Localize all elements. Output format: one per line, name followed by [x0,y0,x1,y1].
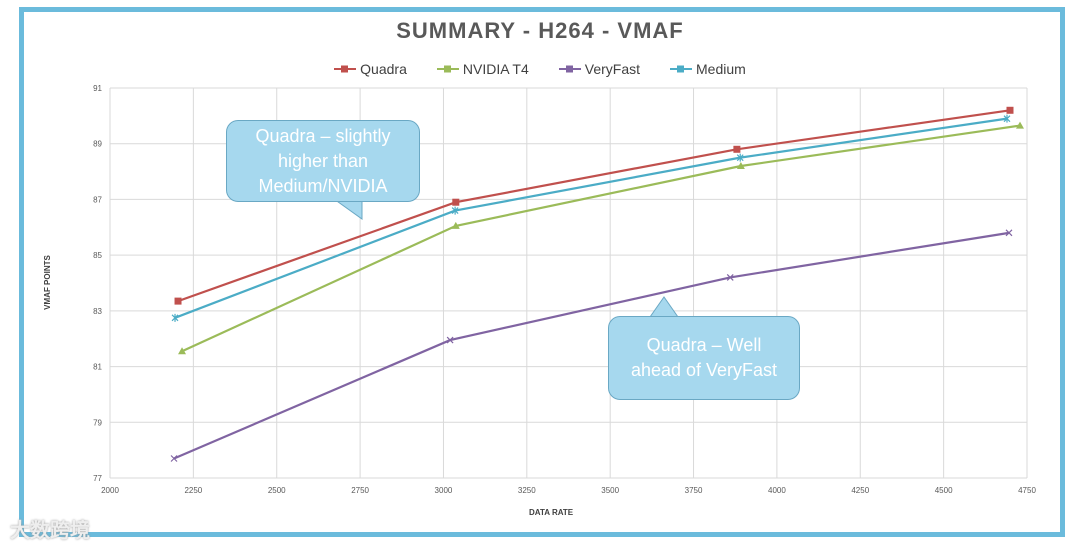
y-tick-label: 83 [93,307,102,316]
legend: Quadra NVIDIA T4 VeryFast Medium [0,61,1080,77]
data-point-quadra [1006,106,1014,114]
x-tick-label: 4750 [1018,486,1036,495]
data-point-veryfast [726,274,734,281]
x-tick-label: 3500 [601,486,619,495]
legend-marker-icon [436,65,459,73]
series-line-veryfast [173,231,1010,460]
chart-frame [19,7,1065,537]
x-tick-label: 2750 [351,486,369,495]
legend-item-nvidia-t4: NVIDIA T4 [436,61,529,77]
data-point-quadra [733,145,741,153]
legend-marker-icon [558,65,581,73]
series-line-nvidia-t4 [181,124,1021,353]
legend-label: Quadra [360,61,407,77]
x-tick-label: 4500 [935,486,953,495]
annotation-callout-veryfast: Quadra – Well ahead of VeryFast [608,316,800,400]
y-tick-label: 81 [93,363,102,372]
x-tick-label: 3000 [435,486,453,495]
annotation-text: Quadra – slightly higher than Medium/NVI… [255,125,391,196]
data-point-nvidia-t4 [1015,121,1024,129]
legend-item-quadra: Quadra [334,61,407,77]
legend-label: NVIDIA T4 [462,61,529,77]
y-tick-label: 87 [93,195,102,204]
y-axis-title: VMAF POINTS [42,255,52,310]
series-line-medium [174,117,1008,319]
x-tick-label: 2500 [268,486,286,495]
legend-marker-icon [334,65,357,73]
data-point-quadra [174,297,182,305]
legend-marker-icon [670,65,693,73]
legend-item-veryfast: VeryFast [558,61,641,77]
watermark: 大数跨境 [10,520,90,542]
callout-pointer [649,296,679,318]
chart-title: SUMMARY - H264 - VMAF [396,18,684,43]
data-point-medium [736,153,744,162]
annotation-text: Quadra – Well ahead of VeryFast [630,335,778,380]
data-point-medium [1003,114,1011,123]
x-tick-label: 4000 [768,486,786,495]
x-tick-label: 3750 [685,486,703,495]
y-tick-label: 85 [93,251,102,260]
legend-item-medium: Medium [670,61,746,77]
data-point-veryfast [170,455,178,462]
data-point-medium [451,206,459,215]
data-point-veryfast [446,336,454,344]
x-tick-label: 2000 [101,486,119,495]
legend-label: Medium [696,61,746,77]
x-tick-label: 2250 [184,486,202,495]
y-tick-label: 77 [93,474,102,483]
callout-pointer [332,198,363,220]
data-point-veryfast [1005,229,1013,237]
data-point-nvidia-t4 [178,347,187,355]
x-tick-label: 4250 [851,486,869,495]
data-point-quadra [452,198,460,206]
data-point-nvidia-t4 [451,221,460,229]
legend-label: VeryFast [584,61,641,77]
annotation-callout-medium-nvidia: Quadra – slightly higher than Medium/NVI… [226,120,420,202]
y-tick-label: 79 [93,418,102,427]
x-tick-label: 3250 [518,486,536,495]
y-tick-label: 91 [93,84,102,93]
y-tick-label: 89 [93,140,102,149]
data-point-medium [171,313,179,322]
x-axis-title: DATA RATE [529,508,574,517]
data-point-nvidia-t4 [736,162,745,169]
series-line-quadra [177,109,1011,303]
